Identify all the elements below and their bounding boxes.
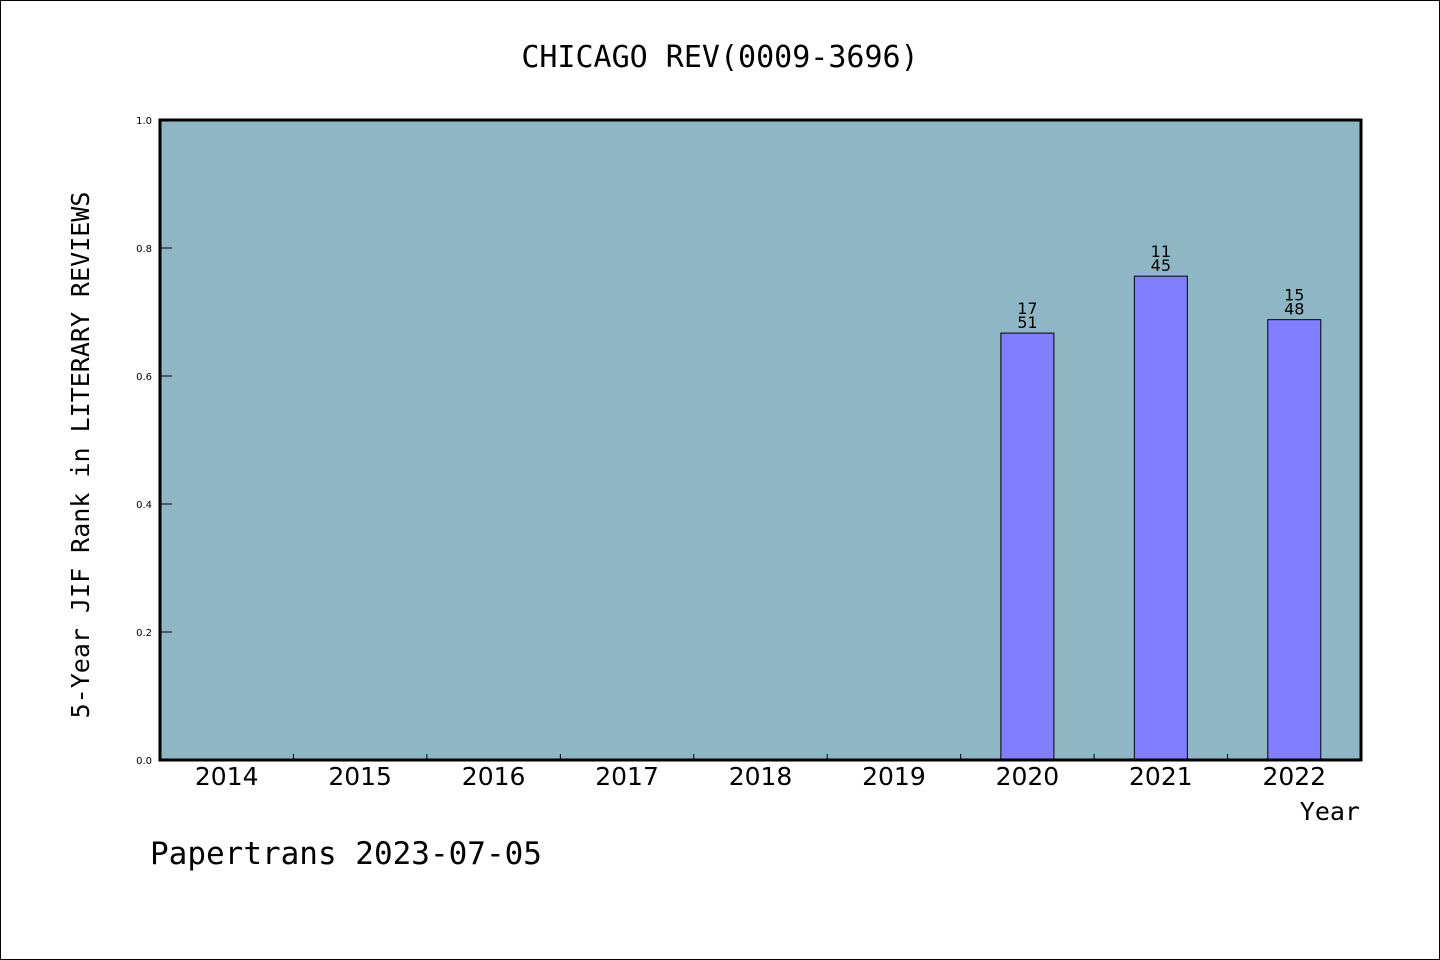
x-tick-label-2014: 2014: [195, 762, 259, 791]
x-tick-label-2019: 2019: [862, 762, 926, 791]
x-tick-label-2017: 2017: [595, 762, 659, 791]
y-tick-label: 0.4: [136, 500, 152, 511]
x-tick-label-2015: 2015: [328, 762, 392, 791]
bar-label-rank-2021: 11: [1151, 242, 1171, 261]
x-tick-label-2016: 2016: [462, 762, 526, 791]
y-tick-label: 0.0: [136, 756, 152, 767]
x-axis-label: Year: [1300, 797, 1360, 826]
y-tick-label: 1.0: [136, 116, 152, 127]
x-tick-label-2020: 2020: [996, 762, 1060, 791]
footer-credit: Papertrans 2023-07-05: [150, 836, 542, 872]
y-tick-label: 0.6: [136, 372, 152, 383]
chart-title: CHICAGO REV(0009-3696): [521, 40, 918, 75]
bars-layer: [1000, 275, 1322, 761]
bar-label-rank-2020: 17: [1017, 299, 1037, 318]
bar-label-rank-2022: 15: [1284, 286, 1304, 305]
x-tick-label-2022: 2022: [1262, 762, 1326, 791]
bar-2021: [1133, 275, 1188, 761]
plot-border: [158, 118, 1363, 762]
y-tick-label: 0.8: [136, 244, 152, 255]
x-tick-label-2018: 2018: [729, 762, 793, 791]
x-tick-label-2021: 2021: [1129, 762, 1193, 791]
bar-label-total-2021: 45: [1151, 256, 1171, 275]
bar-2020: [1000, 332, 1055, 761]
bar-label-total-2020: 51: [1017, 313, 1037, 332]
y-axis-label: 5-Year JIF Rank in LITERARY REVIEWS: [66, 192, 95, 719]
bar-label-total-2022: 48: [1284, 300, 1304, 319]
y-tick-label: 0.2: [136, 628, 152, 639]
x-axis-ticks: 2014 2015 2016 2017 2018 2019 2020 2021 2022: [195, 754, 1326, 791]
bar-2022: [1267, 319, 1322, 761]
